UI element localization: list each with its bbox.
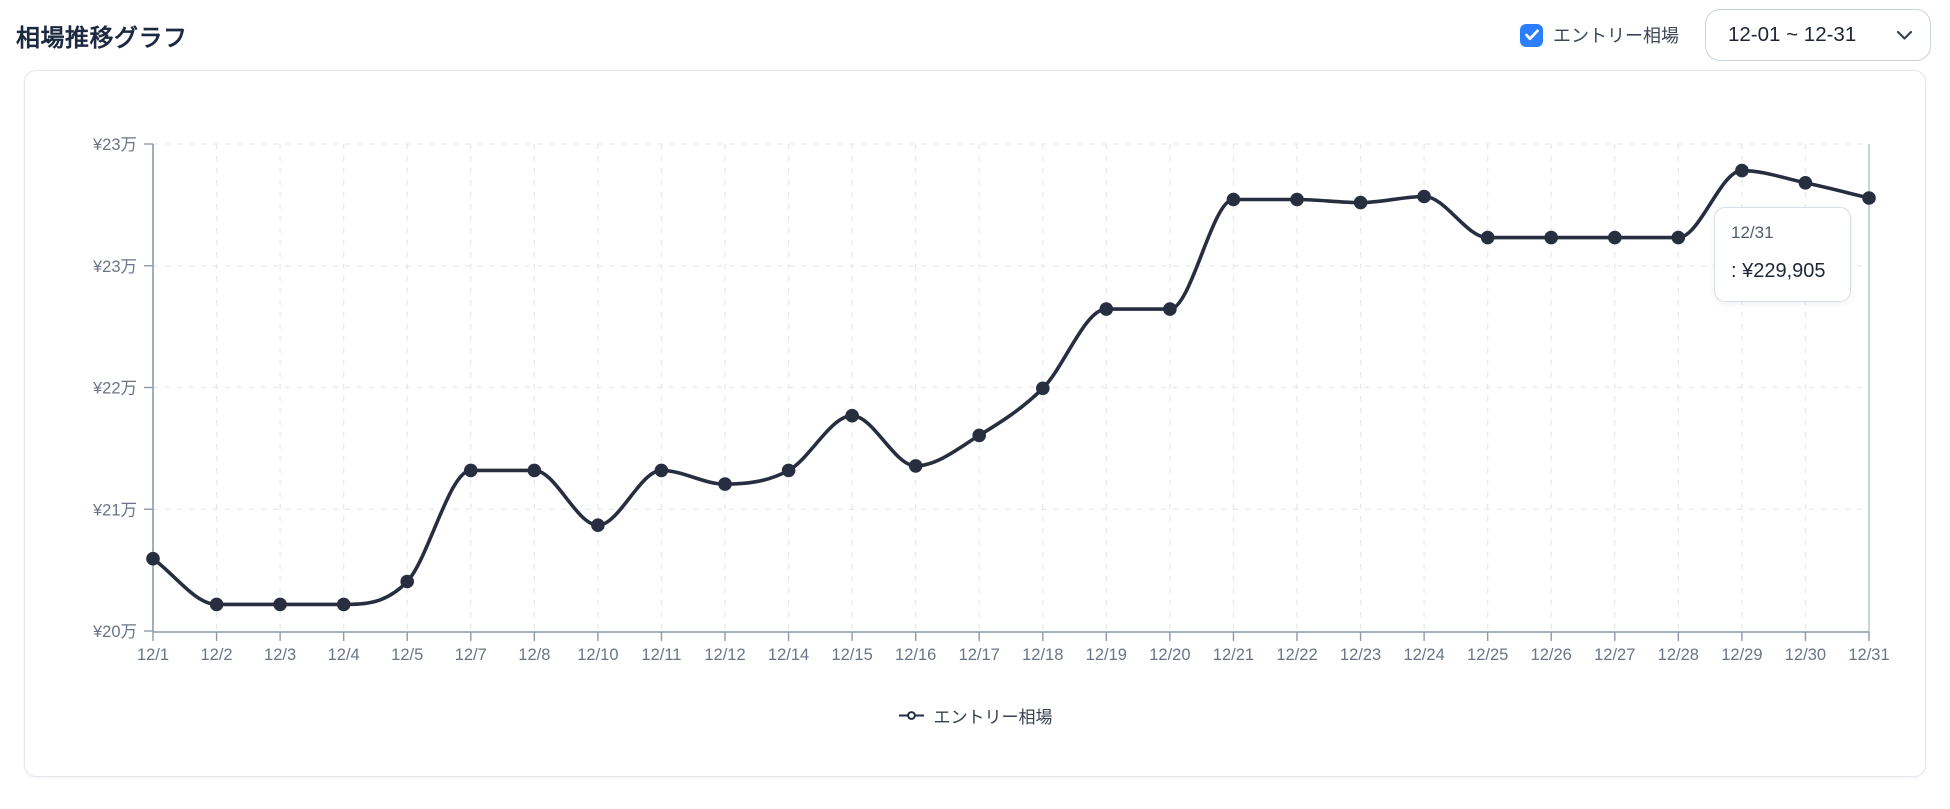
x-axis-tick-label: 12/25 bbox=[1467, 646, 1508, 664]
x-axis-tick-label: 12/20 bbox=[1149, 646, 1190, 664]
data-point[interactable] bbox=[527, 463, 542, 478]
x-axis-tick-label: 12/3 bbox=[264, 646, 296, 664]
x-axis-tick-label: 12/21 bbox=[1213, 646, 1254, 664]
data-point[interactable] bbox=[1480, 230, 1495, 245]
header-controls: エントリー相場 12-01 ~ 12-31 bbox=[1520, 9, 1931, 61]
page: 相場推移グラフ エントリー相場 12-01 ~ 12-31 ¥20万 ¥21万 ¥2… bbox=[0, 0, 1950, 777]
data-point[interactable] bbox=[1862, 191, 1876, 205]
data-point[interactable] bbox=[1671, 230, 1686, 245]
data-point[interactable] bbox=[591, 518, 605, 532]
x-axis-tick-label: 12/16 bbox=[895, 646, 936, 664]
y-axis-tick-label: ¥21万 bbox=[92, 501, 137, 519]
data-point[interactable] bbox=[336, 597, 351, 612]
x-axis-tick-label: 12/18 bbox=[1022, 646, 1063, 664]
trend-line bbox=[151, 168, 1871, 607]
entry-rate-checkbox[interactable] bbox=[1520, 23, 1543, 47]
date-range-select[interactable]: 12-01 ~ 12-31 bbox=[1705, 9, 1931, 61]
data-point[interactable] bbox=[1544, 230, 1558, 245]
entry-rate-checkbox-label: エントリー相場 bbox=[1553, 26, 1679, 46]
x-axis-tick-label: 12/10 bbox=[577, 646, 618, 664]
data-point[interactable] bbox=[1735, 163, 1749, 178]
x-axis-tick-label: 12/23 bbox=[1340, 646, 1381, 664]
x-axis-tick-label: 12/24 bbox=[1403, 646, 1444, 664]
data-point[interactable] bbox=[146, 551, 160, 566]
data-point[interactable] bbox=[972, 428, 986, 443]
data-point[interactable] bbox=[1036, 381, 1050, 396]
data-point[interactable] bbox=[1163, 302, 1177, 316]
x-axis-tick-label: 12/31 bbox=[1848, 646, 1889, 664]
tooltip: 12/31 : ¥229,905 bbox=[1714, 207, 1851, 302]
data-point[interactable] bbox=[1798, 176, 1813, 190]
data-point[interactable] bbox=[464, 463, 478, 478]
entry-rate-checkbox-row[interactable]: エントリー相場 bbox=[1520, 22, 1679, 48]
legend-item-entry-rate[interactable]: エントリー相場 bbox=[898, 703, 1053, 728]
check-icon bbox=[1524, 29, 1539, 41]
data-point[interactable] bbox=[654, 463, 669, 478]
tooltip-date: 12/31 bbox=[1731, 223, 1774, 242]
x-axis-tick-label: 12/1 bbox=[137, 646, 169, 664]
legend: エントリー相場 bbox=[25, 703, 1925, 728]
x-axis-tick-label: 12/12 bbox=[704, 646, 745, 664]
x-axis-tick-label: 12/2 bbox=[200, 646, 232, 664]
y-axis-tick-label: ¥22万 bbox=[92, 380, 137, 398]
x-axis-tick-label: 12/30 bbox=[1785, 646, 1826, 664]
y-axis-tick-label: ¥20万 bbox=[92, 623, 137, 641]
x-axis-tick-label: 12/4 bbox=[328, 646, 360, 664]
page-header: 相場推移グラフ エントリー相場 12-01 ~ 12-31 bbox=[0, 0, 1950, 70]
data-point[interactable] bbox=[1353, 195, 1368, 210]
x-axis-tick-label: 12/8 bbox=[518, 646, 550, 664]
page-title: 相場推移グラフ bbox=[16, 24, 188, 52]
data-point[interactable] bbox=[781, 463, 796, 478]
x-axis-tick-label: 12/22 bbox=[1276, 646, 1317, 664]
y-axis-tick-label: ¥23万 bbox=[92, 258, 137, 276]
x-axis-tick-label: 12/15 bbox=[831, 646, 872, 664]
data-point[interactable] bbox=[1290, 192, 1304, 207]
data-point[interactable] bbox=[1099, 302, 1114, 316]
chevron-down-icon bbox=[1896, 30, 1913, 40]
x-axis-tick-label: 12/17 bbox=[959, 646, 1000, 664]
x-axis-tick-label: 12/29 bbox=[1721, 646, 1762, 664]
x-axis-tick-label: 12/11 bbox=[641, 646, 681, 664]
date-range-value: 12-01 ~ 12-31 bbox=[1728, 23, 1857, 46]
x-axis-tick-label: 12/7 bbox=[455, 646, 487, 664]
data-point[interactable] bbox=[718, 477, 732, 491]
data-point[interactable] bbox=[1608, 230, 1622, 245]
data-point[interactable] bbox=[400, 574, 415, 589]
x-axis-tick-label: 12/26 bbox=[1531, 646, 1572, 664]
x-axis-tick-label: 12/28 bbox=[1658, 646, 1699, 664]
data-point[interactable] bbox=[1417, 189, 1431, 204]
trend-chart: ¥20万 ¥21万 ¥22万 ¥23万 ¥23万 12/1 12/2 12/3 12/4 12/5… bbox=[92, 136, 1890, 664]
x-axis-tick-label: 12/14 bbox=[768, 646, 809, 664]
data-point[interactable] bbox=[209, 597, 224, 612]
data-point[interactable] bbox=[908, 459, 923, 473]
chart-card: ¥20万 ¥21万 ¥22万 ¥23万 ¥23万 12/1 12/2 12/3 12/4 12/5… bbox=[24, 70, 1926, 777]
x-axis-tick-label: 12/27 bbox=[1594, 646, 1635, 664]
tooltip-value: : ¥229,905 bbox=[1731, 260, 1826, 282]
legend-line-marker-icon bbox=[898, 711, 924, 720]
x-axis-tick-label: 12/5 bbox=[391, 646, 423, 664]
legend-label: エントリー相場 bbox=[933, 708, 1053, 727]
y-axis-tick-label: ¥23万 bbox=[92, 136, 137, 154]
data-point[interactable] bbox=[1226, 192, 1241, 207]
data-point[interactable] bbox=[273, 597, 287, 612]
x-axis-tick-label: 12/19 bbox=[1086, 646, 1127, 664]
data-point[interactable] bbox=[845, 408, 859, 423]
